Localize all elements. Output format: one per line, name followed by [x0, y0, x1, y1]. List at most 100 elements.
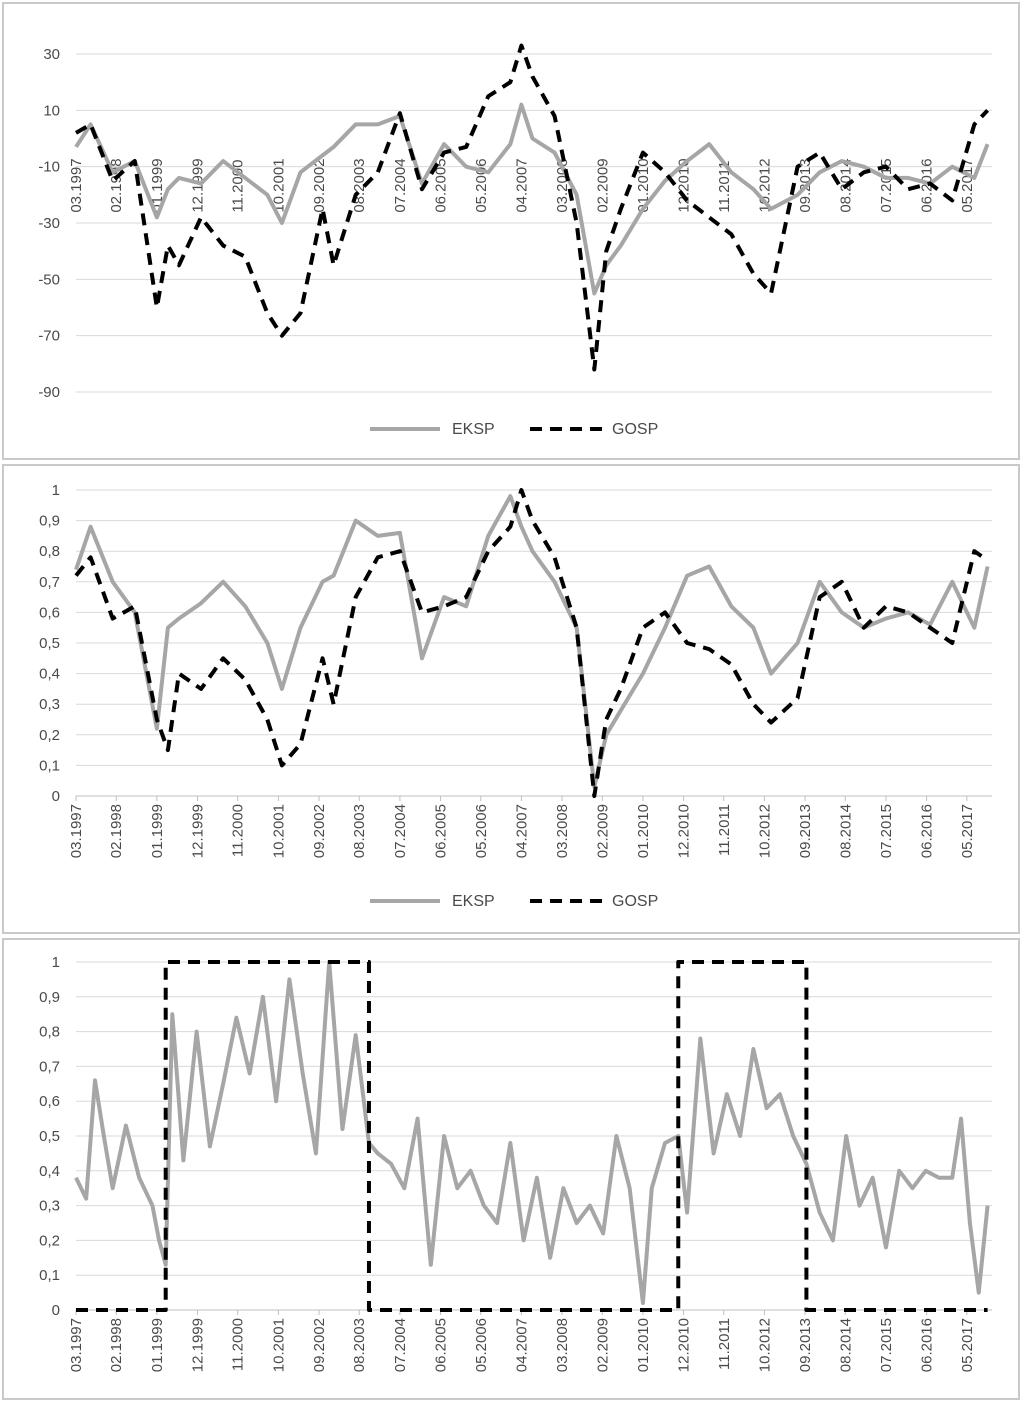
x-tick-label: 02.2009: [594, 804, 611, 858]
x-tick-label: 05.2017: [959, 804, 976, 858]
x-tick-label: 05.2006: [473, 158, 490, 212]
x-tick-label: 10.2001: [270, 158, 287, 212]
x-tick-label: 06.2016: [919, 158, 936, 212]
y-tick-label: 0,1: [39, 757, 60, 774]
y-tick-label: 0,8: [39, 543, 60, 560]
x-tick-label: 07.2004: [392, 1318, 409, 1372]
x-tick-label: 02.1998: [108, 804, 125, 858]
x-tick-label: 07.2015: [878, 158, 895, 212]
series-line-gosp: [74, 488, 989, 798]
y-tick-label: 0,8: [39, 1024, 60, 1041]
x-tick-label: 10.2012: [756, 1318, 773, 1372]
x-tick-label: 06.2005: [433, 804, 450, 858]
legend-label-gosp: GOSP: [612, 421, 658, 438]
y-tick-label: -30: [38, 215, 60, 232]
x-tick-label: 03.2008: [554, 804, 571, 858]
chart-panel-3: 1 0,9 0,8 0,7 0,6 0,5 0,4 0,3 0,2 0,1 0 03.1997 02.1…: [2, 938, 1020, 1400]
x-tick-label: 06.2016: [919, 804, 936, 858]
x-tick-label: 03.1997: [68, 1318, 85, 1372]
y-tick-label: 0,6: [39, 1093, 60, 1110]
x-tick-label: 09.2013: [797, 1318, 814, 1372]
series-line-gosp: [74, 43, 990, 372]
y-tick-label: 0,3: [39, 696, 60, 713]
x-tick-label: 01.2010: [635, 158, 652, 212]
x-tick-label: 04.2007: [513, 1318, 530, 1372]
series-line-eksp: [74, 102, 990, 296]
x-tick-label: 12.2010: [676, 1318, 693, 1372]
y-tick-label: 0,9: [39, 989, 60, 1006]
y-tick-label: -50: [38, 271, 60, 288]
y-tick-label: 0,9: [39, 513, 60, 530]
y-tick-label: 30: [43, 46, 60, 63]
x-tick-label: 11.2000: [230, 160, 247, 213]
x-tick-label: 09.2002: [311, 1318, 328, 1372]
y-tick-label: 1: [52, 954, 60, 971]
x-tick-label: 12.2010: [676, 804, 693, 858]
x-tick-label: 05.2017: [959, 1318, 976, 1372]
y-tick-label: 0,4: [39, 1163, 60, 1180]
x-tick-label: 08.2003: [351, 1318, 368, 1372]
x-tick-label: 02.2009: [594, 158, 611, 212]
x-tick-label: 11.2000: [230, 1318, 247, 1371]
x-tick-label: 07.2015: [878, 804, 895, 858]
series-line-gosp: [76, 960, 988, 1312]
x-tick-label: 03.2008: [554, 1318, 571, 1372]
x-tick-label: 11.2011: [716, 1318, 733, 1370]
x-tick-label: 06.2005: [433, 1318, 450, 1372]
x-tick-label: 03.1997: [68, 158, 85, 212]
x-tick-label: 09.2002: [311, 158, 328, 212]
y-tick-label: 0,2: [39, 1232, 60, 1249]
x-tick-label: 01.1999: [149, 804, 166, 858]
legend-label-eksp: EKSP: [452, 893, 495, 910]
x-tick-label: 11.2000: [230, 804, 247, 857]
chart-3-svg: 1 0,9 0,8 0,7 0,6 0,5 0,4 0,3 0,2 0,1 0 03.1997 02.1…: [39, 954, 992, 1372]
y-tick-label: -10: [38, 159, 60, 176]
x-tick-label: 09.2013: [797, 804, 814, 858]
x-tick-label: 10.2012: [756, 804, 773, 858]
series-line-eksp: [74, 960, 990, 1306]
chart-2-svg: 1 0,9 0,8 0,7 0,6 0,5 0,4 0,3 0,2 0,1 0 03.1997 02.1…: [39, 482, 992, 910]
y-tick-label: 0,5: [39, 635, 60, 652]
y-tick-label: -70: [38, 328, 60, 345]
chart-panel-2: 1 0,9 0,8 0,7 0,6 0,5 0,4 0,3 0,2 0,1 0 03.1997 02.1…: [2, 464, 1020, 934]
y-tick-label: 1: [52, 482, 60, 499]
x-tick-label: 10.2001: [270, 1318, 287, 1372]
x-tick-label: 02.2009: [594, 1318, 611, 1372]
x-tick-label: 07.2004: [392, 804, 409, 858]
series-line-eksp: [74, 494, 990, 789]
x-tick-label: 04.2007: [513, 804, 530, 858]
legend-label-gosp: GOSP: [612, 893, 658, 910]
y-tick-label: 0,3: [39, 1198, 60, 1215]
x-tick-label: 01.2010: [635, 804, 652, 858]
x-tick-label: 11.2011: [716, 804, 733, 856]
x-tick-label: 01.1999: [149, 1318, 166, 1372]
y-tick-label: 0: [52, 788, 60, 805]
x-tick-label: 03.1997: [68, 804, 85, 858]
x-tick-label: 05.2006: [473, 804, 490, 858]
legend-label-eksp: EKSP: [452, 421, 495, 438]
x-tick-label: 01.2010: [635, 1318, 652, 1372]
x-tick-label: 09.2002: [311, 804, 328, 858]
x-tick-label: 08.2003: [351, 804, 368, 858]
chart-panel-1: 30 10 -10 -30 -50 -70 -90 03.1997 02.1998 01.1999…: [2, 2, 1020, 460]
y-tick-label: 0: [52, 1302, 60, 1319]
y-tick-label: 0,5: [39, 1128, 60, 1145]
x-tick-label: 02.1998: [108, 1318, 125, 1372]
y-tick-label: 0,1: [39, 1267, 60, 1284]
x-tick-label: 11.2011: [716, 161, 733, 213]
y-tick-label: -90: [38, 384, 60, 401]
x-tick-label: 10.2001: [270, 804, 287, 858]
x-tick-label: 12.1999: [190, 158, 207, 212]
x-tick-label: 07.2004: [392, 158, 409, 212]
y-tick-label: 10: [43, 102, 60, 119]
y-tick-label: 0,6: [39, 604, 60, 621]
x-tick-label: 06.2016: [919, 1318, 936, 1372]
x-tick-label: 12.1999: [190, 1318, 207, 1372]
x-tick-label: 01.1999: [149, 158, 166, 212]
x-tick-label: 08.2014: [837, 1318, 854, 1372]
y-tick-label: 0,4: [39, 666, 60, 683]
y-tick-label: 0,7: [39, 574, 60, 591]
x-tick-label: 12.1999: [190, 804, 207, 858]
x-tick-label: 08.2014: [837, 804, 854, 858]
